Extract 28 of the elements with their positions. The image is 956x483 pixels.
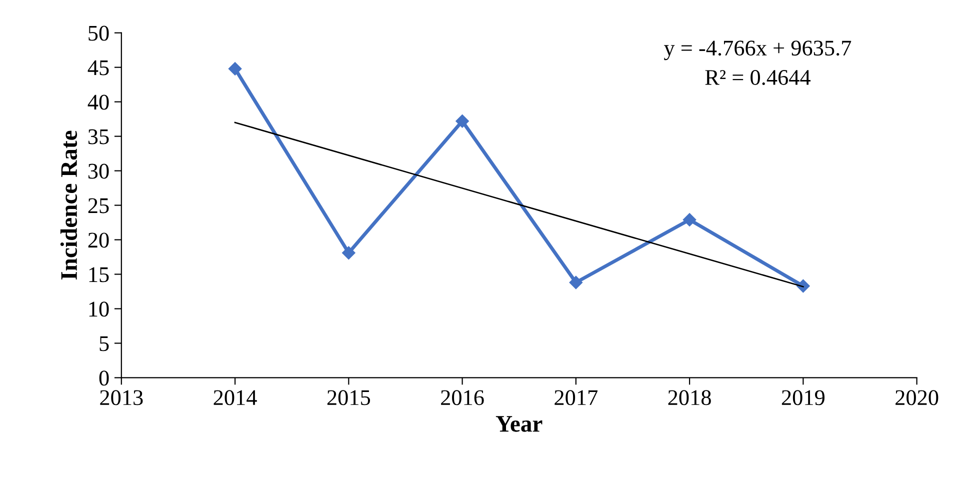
y-tick-label: 40 (88, 94, 109, 110)
y-tick-label: 35 (88, 129, 109, 144)
x-tick-label: 2013 (100, 390, 143, 406)
y-tick-label: 45 (88, 60, 109, 76)
y-tick-label: 30 (88, 164, 109, 179)
point (456, 114, 469, 128)
y-tick-label: 0 (99, 370, 109, 386)
annotation: y = -4.766x + 9635.7 (664, 40, 852, 60)
x-tick-label: 2019 (782, 390, 824, 406)
point (569, 276, 583, 290)
y-tick-label: 20 (88, 232, 109, 248)
y-tick-label: 15 (89, 267, 109, 282)
point (228, 62, 242, 76)
y-axis-title: Incidence Rate (60, 130, 78, 280)
x-tick-label: 2016 (441, 390, 484, 406)
y-tick-label: 50 (88, 26, 109, 41)
point (682, 213, 696, 226)
x-tick-label: 2014 (214, 390, 257, 406)
annotation: R² = 0.4644 (705, 70, 810, 86)
x-tick-label: 2015 (327, 390, 370, 406)
x-tick-label: 2017 (554, 390, 598, 406)
x-axis-title: Year (496, 416, 542, 432)
y-tick-label: 25 (88, 198, 109, 214)
x-tick-label: 2018 (668, 390, 711, 406)
y-tick-label: 10 (89, 302, 109, 317)
x-tick-label: 2020 (896, 390, 938, 406)
y-tick-label: 5 (100, 336, 109, 352)
point (342, 246, 356, 260)
